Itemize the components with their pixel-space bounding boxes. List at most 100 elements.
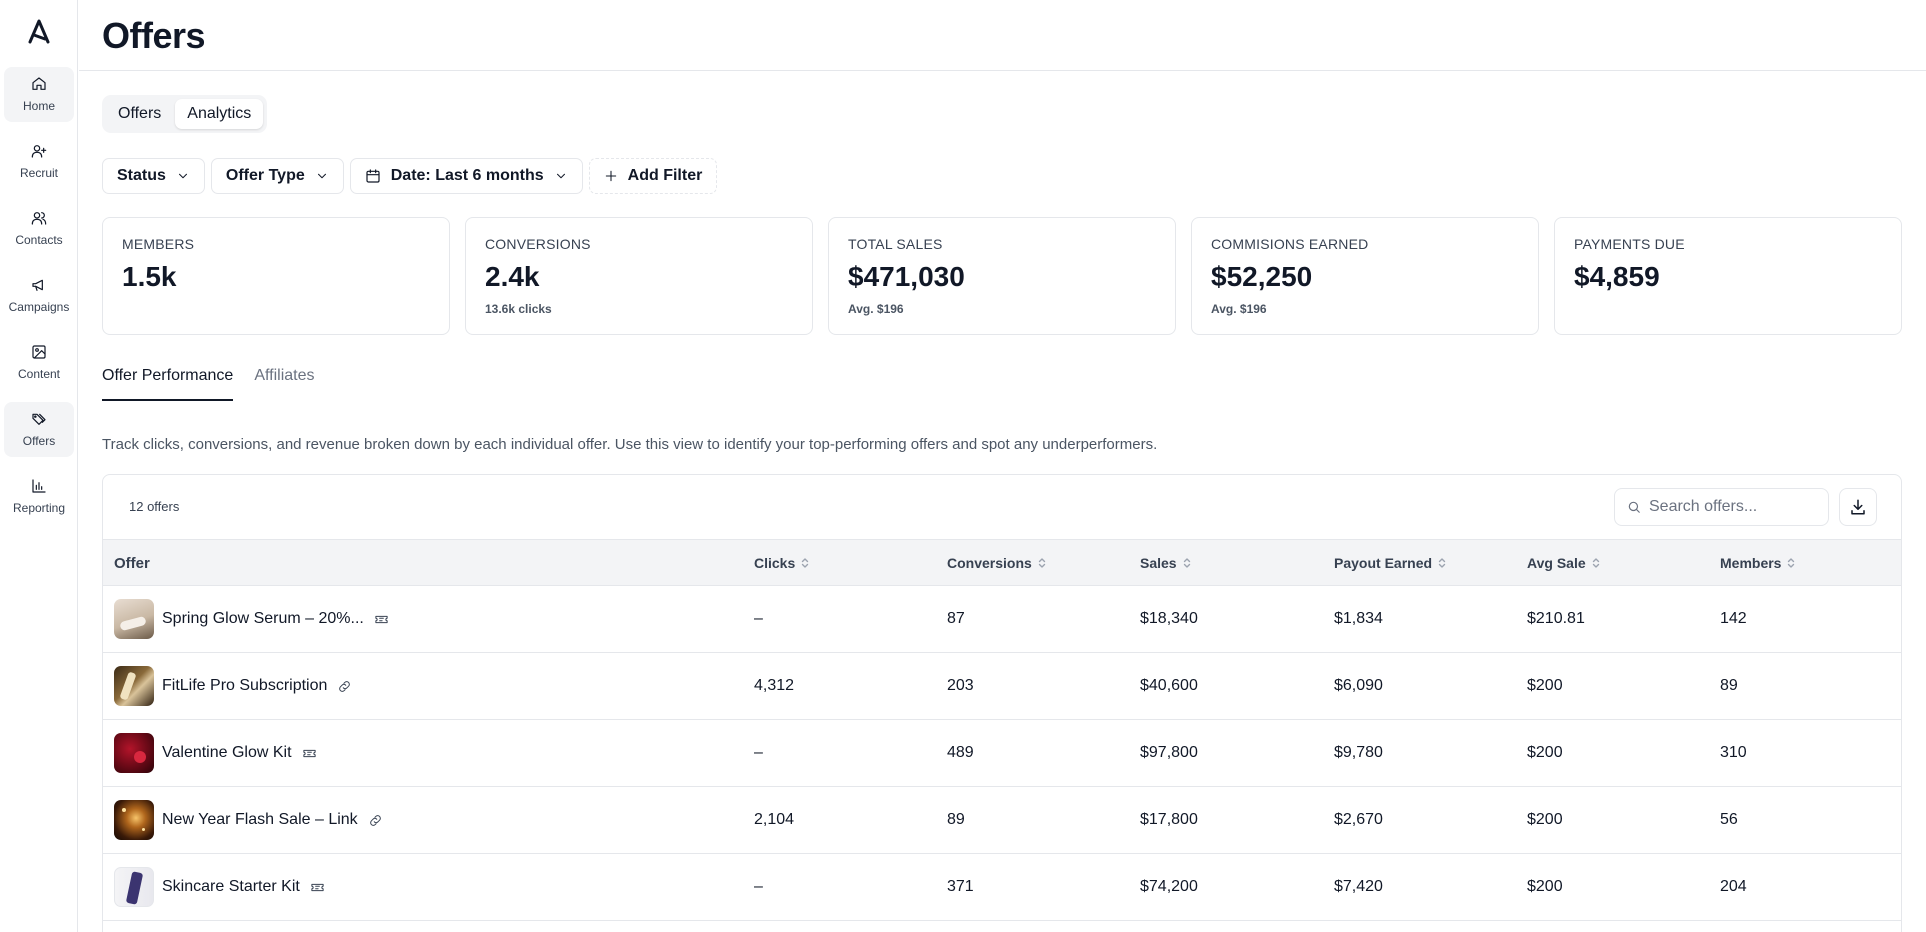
sidebar-item-recruit[interactable]: Recruit xyxy=(4,134,74,189)
user-plus-icon xyxy=(31,145,47,158)
status-filter-label: Status xyxy=(117,167,166,184)
stat-subtext: Avg. $196 xyxy=(848,302,904,316)
sort-icon xyxy=(1788,558,1795,568)
stat-card-conversions: CONVERSIONS 2.4k 13.6k clicks xyxy=(465,217,813,335)
offer-cell: FitLife Pro Subscription xyxy=(114,653,352,719)
members-cell: 142 xyxy=(1720,610,1747,627)
tab-offer-performance[interactable]: Offer Performance xyxy=(102,364,234,401)
stats-cards: MEMBERS 1.5k CONVERSIONS 2.4k 13.6k clic… xyxy=(102,217,1902,335)
stat-label: CONVERSIONS xyxy=(485,236,591,252)
sidebar-item-content[interactable]: Content xyxy=(4,335,74,390)
table-row[interactable]: FitLife Pro Subscription 4,312 203 $40,6… xyxy=(103,653,1901,720)
sidebar-item-campaigns[interactable]: Campaigns xyxy=(4,268,74,323)
chevron-down-icon xyxy=(317,173,326,179)
column-header-label: Avg Sale xyxy=(1527,555,1586,571)
stat-label: COMMISIONS EARNED xyxy=(1211,236,1369,252)
clicks-cell: 4,312 xyxy=(754,677,795,694)
stat-card-payments-due: PAYMENTS DUE $4,859 xyxy=(1554,217,1902,335)
sidebar-item-label: Home xyxy=(22,99,55,113)
page-header: Offers xyxy=(79,0,1926,71)
column-header-avg-sale[interactable]: Avg Sale xyxy=(1527,540,1600,586)
sales-cell: $74,200 xyxy=(1140,878,1198,895)
search-input[interactable] xyxy=(1649,498,1809,516)
conversions-cell: 489 xyxy=(947,744,974,761)
plus-icon xyxy=(605,170,616,182)
toggle-analytics[interactable]: Analytics xyxy=(175,99,264,129)
sales-cell: $17,800 xyxy=(1140,811,1198,828)
stat-label: TOTAL SALES xyxy=(848,236,943,252)
link-icon xyxy=(369,814,381,826)
add-filter-button[interactable]: Add Filter xyxy=(588,158,718,194)
offer-type-filter[interactable]: Offer Type xyxy=(210,158,344,194)
offer-name: Skincare Starter Kit xyxy=(162,878,300,895)
column-header-payout-earned[interactable]: Payout Earned xyxy=(1334,540,1446,586)
column-header-label: Conversions xyxy=(947,555,1032,571)
sort-icon xyxy=(1183,558,1190,568)
conversions-cell: 89 xyxy=(947,811,965,828)
sidebar-item-offers[interactable]: Offers xyxy=(4,402,74,457)
sidebar-item-home[interactable]: Home xyxy=(4,67,74,122)
table-toolbar: 12 offers xyxy=(103,475,1901,539)
offer-count: 12 offers xyxy=(129,499,180,514)
sort-icon xyxy=(1438,558,1446,568)
column-header-label: Clicks xyxy=(754,555,796,571)
users-icon xyxy=(31,212,47,225)
column-header-conversions[interactable]: Conversions xyxy=(947,540,1046,586)
stat-card-members: MEMBERS 1.5k xyxy=(102,217,450,335)
app-logo-icon[interactable] xyxy=(26,18,52,44)
filter-bar: Status Offer Type Date: Last 6 months Ad… xyxy=(102,158,718,194)
stat-card-total-sales: TOTAL SALES $471,030 Avg. $196 xyxy=(828,217,1176,335)
column-header-label: Sales xyxy=(1140,555,1177,571)
column-header-label: Members xyxy=(1720,555,1782,571)
download-button[interactable] xyxy=(1839,488,1877,526)
sidebar-item-label: Reporting xyxy=(12,501,66,515)
status-filter[interactable]: Status xyxy=(102,158,205,194)
stat-value: $4,859 xyxy=(1574,261,1660,292)
stat-subtext: Avg. $196 xyxy=(1211,302,1267,316)
calendar-icon xyxy=(366,169,380,183)
sidebar-item-contacts[interactable]: Contacts xyxy=(4,201,74,256)
offer-name: Spring Glow Serum – 20%... xyxy=(162,610,364,627)
view-toggle: Offers Analytics xyxy=(102,95,268,133)
avg-sale-cell: $200 xyxy=(1527,744,1563,761)
column-header-offer[interactable]: Offer xyxy=(114,540,150,586)
stat-value: 2.4k xyxy=(485,261,540,292)
offer-thumbnail xyxy=(114,666,154,706)
table-row[interactable]: Valentine Glow Kit – 489 $97,800 $9,780 … xyxy=(103,720,1901,787)
sales-cell: $18,340 xyxy=(1140,610,1198,627)
column-header-members[interactable]: Members xyxy=(1720,540,1795,586)
stat-subtext: 13.6k clicks xyxy=(485,302,552,316)
add-filter-label: Add Filter xyxy=(627,167,703,184)
date-filter[interactable]: Date: Last 6 months xyxy=(349,158,583,194)
ticket-icon xyxy=(302,749,316,757)
sidebar-item-label: Recruit xyxy=(19,166,58,180)
column-header-sales[interactable]: Sales xyxy=(1140,540,1191,586)
tab-description: Track clicks, conversions, and revenue b… xyxy=(102,436,1158,453)
tab-affiliates[interactable]: Affiliates xyxy=(254,367,315,384)
column-header-clicks[interactable]: Clicks xyxy=(754,540,809,586)
sidebar-item-reporting[interactable]: Reporting xyxy=(4,469,74,524)
members-cell: 310 xyxy=(1720,744,1747,761)
table-row[interactable]: Spring Glow Serum – 20%... – 87 $18,340 … xyxy=(103,586,1901,653)
stat-label: PAYMENTS DUE xyxy=(1574,236,1685,252)
members-cell: 89 xyxy=(1720,677,1738,694)
members-cell: 56 xyxy=(1720,811,1738,828)
payout-cell: $6,090 xyxy=(1334,677,1383,694)
table-row[interactable]: Skincare Starter Kit – 371 $74,200 $7,42… xyxy=(103,854,1901,921)
clicks-cell: 2,104 xyxy=(754,811,795,828)
sort-icon xyxy=(802,558,809,568)
clicks-cell: – xyxy=(754,744,763,761)
sidebar-item-label: Content xyxy=(17,367,61,381)
clicks-cell: – xyxy=(754,878,763,895)
payout-cell: $9,780 xyxy=(1334,744,1383,761)
stat-value: 1.5k xyxy=(122,261,177,292)
search-box xyxy=(1614,488,1829,526)
table-row[interactable]: New Year Flash Sale – Link 2,104 89 $17,… xyxy=(103,787,1901,854)
toggle-offers[interactable]: Offers xyxy=(118,105,162,122)
sidebar-item-label: Campaigns xyxy=(8,300,70,314)
offer-name: New Year Flash Sale – Link xyxy=(162,811,358,828)
chevron-down-icon xyxy=(178,173,187,179)
sort-icon xyxy=(1038,558,1046,568)
table-header: Offer Clicks Conversions Sales Payout Ea… xyxy=(103,539,1901,586)
megaphone-icon xyxy=(32,279,43,291)
